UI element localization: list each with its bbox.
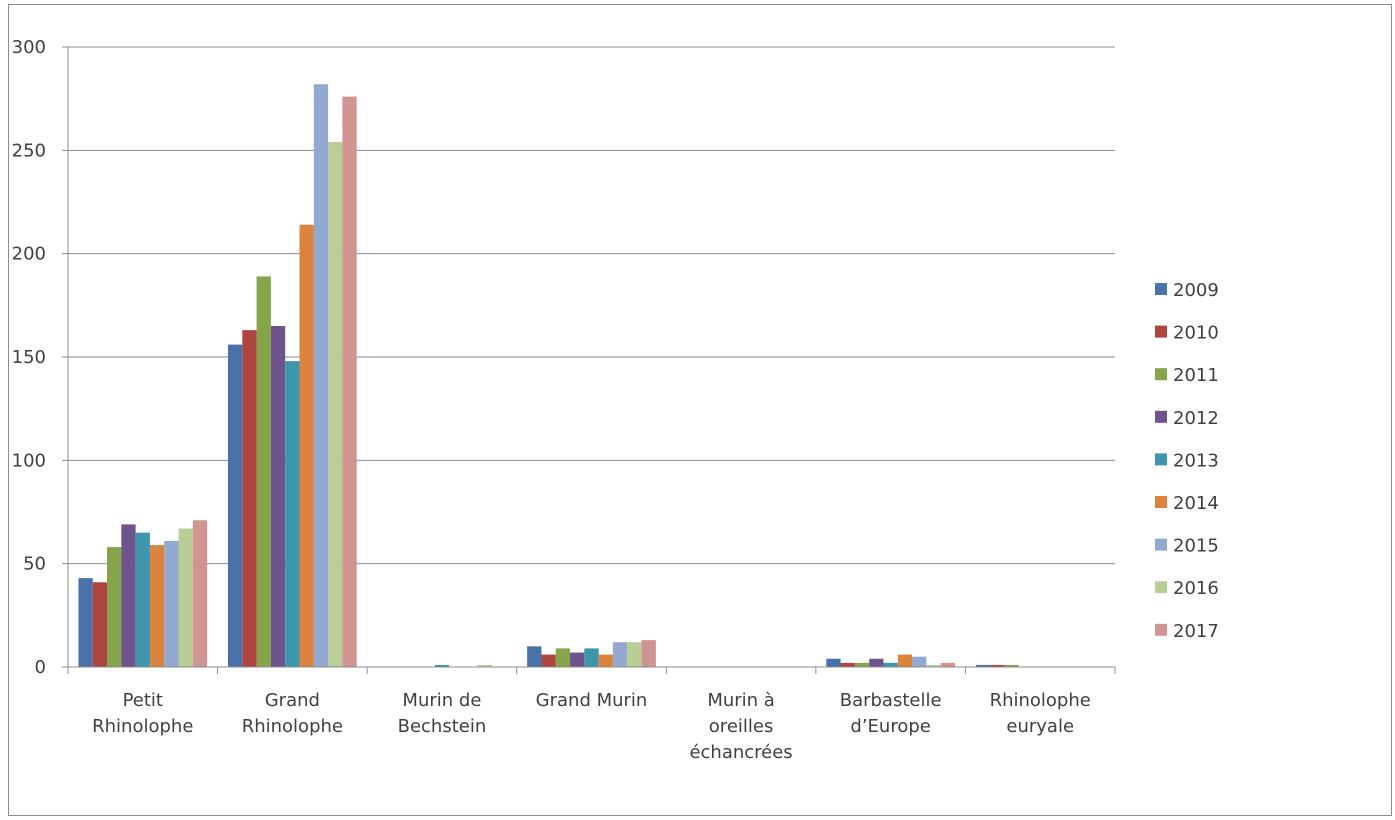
bar-2010 [541,654,556,667]
legend-swatch-2013 [1155,453,1167,466]
legend-swatch-2012 [1155,410,1167,423]
legend-label-2017: 2017 [1173,621,1219,642]
bar-2015 [164,540,179,667]
bar-2016 [178,528,193,667]
bar-2010 [242,330,257,667]
bar-2011 [1004,664,1019,667]
bar-2014 [598,654,613,667]
legend-swatch-2014 [1155,496,1167,508]
bar-2011 [854,662,870,667]
legend-label-2012: 2012 [1173,408,1219,429]
bar-2015 [612,642,628,667]
legend-swatch-2009 [1155,283,1167,295]
bar-2012 [270,326,286,667]
chart-frame [8,4,1392,816]
y-tick-label: 300 [12,37,46,58]
legend-label-2011: 2011 [1173,365,1219,386]
legend-label-2010: 2010 [1173,323,1219,344]
x-category-label: Murin de [402,690,481,711]
bar-2012 [121,524,136,667]
x-category-label: Rhinolophe [92,716,193,737]
x-category-label: échancrées [689,742,792,763]
bar-2016 [328,142,343,668]
x-category-label: euryale [1006,716,1074,737]
x-category-label: Barbastelle [840,690,942,711]
legend-label-2015: 2015 [1173,536,1219,557]
legend-swatch-2011 [1155,368,1167,381]
legend-swatch-2017 [1155,623,1167,636]
bar-2010 [840,662,855,667]
legend-swatch-2016 [1155,581,1167,594]
bar-2011 [256,276,271,667]
y-tick-label: 50 [23,554,46,575]
y-tick-label: 150 [12,347,46,368]
y-axis-ticks: 0 50 100 150 200 250 300 [12,37,46,678]
bar-2009 [527,646,542,667]
bar-2013 [584,648,599,667]
bar-2011 [555,648,571,667]
bar-2016 [926,664,941,667]
x-category-label: Petit [123,690,163,711]
x-category-label: Grand Murin [536,690,648,711]
bar-2017 [192,520,208,667]
x-category-label: Grand [265,690,320,711]
bar-2009 [228,344,243,667]
bar-2015 [912,656,927,667]
x-category-label: Murin à [707,690,775,711]
bar-2017 [940,662,955,667]
bar-2014 [149,545,165,667]
bar-2014 [299,224,314,667]
bar-2013 [434,664,450,667]
x-category-label: Rhinolophe [990,690,1091,711]
legend-label-2013: 2013 [1173,450,1219,471]
x-category-label: Rhinolophe [242,716,343,737]
bar-2010 [92,582,108,667]
legend-swatch-2015 [1155,538,1167,551]
bar-2013 [285,361,300,667]
bar-2017 [641,640,656,667]
bar-2012 [869,658,884,667]
bars [78,84,1019,668]
gridlines [62,46,1115,668]
legend: 2009 2010 2011 2012 2013 2014 2015 2016 2017 [1155,280,1219,642]
legend-label-2009: 2009 [1173,280,1219,301]
y-tick-label: 100 [12,450,46,471]
x-axis: Petit Rhinolophe Grand Rhinolophe Murin de Be… [67,47,1116,763]
bar-2009 [78,578,93,667]
bar-2012 [570,652,585,667]
x-category-label: Bechstein [398,716,487,737]
bar-2011 [107,547,122,667]
bar-2010 [990,664,1005,667]
bar-2009 [826,658,841,667]
x-category-label: oreilles [709,716,774,737]
bar-2013 [135,532,150,667]
legend-label-2016: 2016 [1173,578,1219,599]
legend-label-2014: 2014 [1173,493,1219,514]
y-tick-label: 200 [12,244,46,265]
legend-swatch-2010 [1155,325,1167,338]
bar-2014 [897,654,913,667]
x-category-label: d’Europe [850,716,930,737]
bar-2017 [342,96,357,668]
bar-2013 [883,662,898,667]
bar-2015 [313,84,329,667]
bar-2009 [975,664,991,667]
y-tick-label: 250 [12,140,46,161]
bar-2016 [627,642,642,667]
y-tick-label: 0 [35,657,46,678]
bar-2016 [477,664,492,667]
